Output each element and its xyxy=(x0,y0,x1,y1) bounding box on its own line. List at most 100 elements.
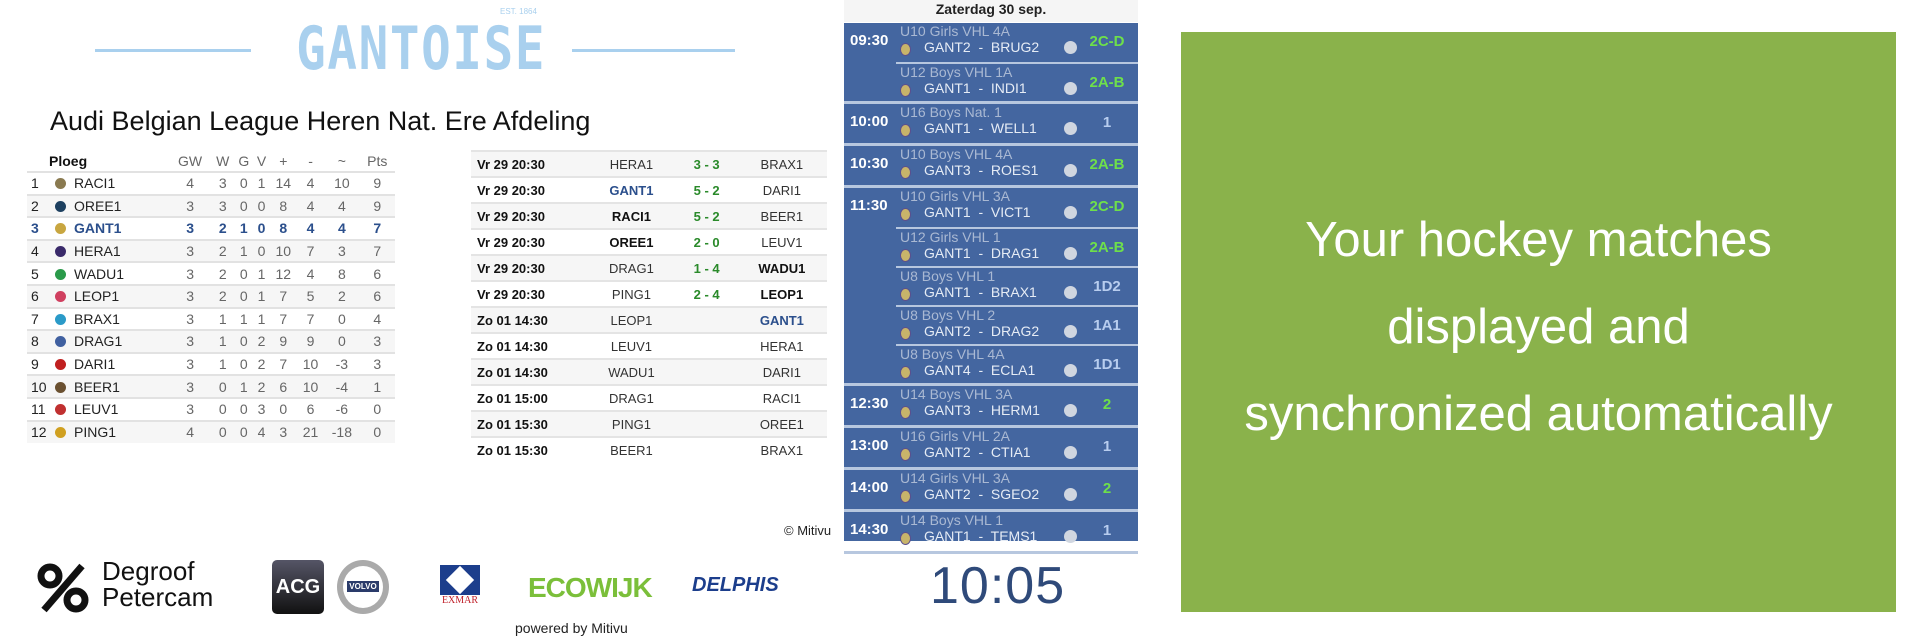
club-logo-est: EST. 1864 xyxy=(500,7,537,16)
standings-row: 4 HERA1 3 2 1 0 10 7 3 7 xyxy=(27,238,395,263)
time-group: 09:30 U10 Girls VHL 4A GANT2 - BRUG2 2C-D U1… xyxy=(844,23,1138,104)
home-team: RACI1 xyxy=(586,202,677,229)
field: 1 xyxy=(1102,114,1112,131)
teams: GANT1 - WELL1 xyxy=(924,120,1037,136)
rank: 12 xyxy=(27,419,49,444)
teams: GANT4 - ECLA1 xyxy=(924,362,1036,378)
team-name: BEER1 xyxy=(74,378,120,395)
score xyxy=(676,306,737,333)
rank: 8 xyxy=(27,329,49,353)
match-row: U8 Boys VHL 4A GANT4 - ECLA1 1D1 xyxy=(896,344,1138,383)
time-slot: 14:30 xyxy=(850,521,889,538)
category: U8 Boys VHL 4A xyxy=(900,346,1005,362)
home-team: GANT1 xyxy=(924,120,971,136)
match-row: U10 Girls VHL 4A GANT2 - BRUG2 2C-D xyxy=(896,23,1138,62)
match-date: Zo 01 14:30 xyxy=(471,306,587,333)
category: U10 Boys VHL 4A xyxy=(900,146,1013,162)
match-date: Vr 29 20:30 xyxy=(471,228,587,255)
match-date: Vr 29 20:30 xyxy=(471,150,587,177)
standings-row: 3 GANT1 3 2 1 0 8 4 4 7 xyxy=(27,216,395,240)
home-team: BEER1 xyxy=(586,436,677,463)
team-crest-icon xyxy=(55,246,66,258)
stat-cell: 3 xyxy=(359,351,395,376)
result-row: Zo 01 15:30 PING1 OREE1 xyxy=(471,410,827,437)
away-team: WELL1 xyxy=(990,120,1037,136)
stat-cell: 0 xyxy=(234,329,254,353)
category: U10 Girls VHL 4A xyxy=(900,23,1010,39)
time-group: 14:30 U14 Boys VHL 1 GANT1 - TEMS1 1 xyxy=(844,512,1138,554)
stat-cell: 4 xyxy=(324,193,360,218)
match-date: Zo 01 15:00 xyxy=(471,384,587,411)
away-team: BRAX1 xyxy=(990,284,1037,300)
stat-cell: 1 xyxy=(253,283,270,308)
rank: 1 xyxy=(27,171,49,195)
stat-cell: 0 xyxy=(324,306,360,331)
stat-cell: 0 xyxy=(253,238,270,263)
team: PING1 xyxy=(49,419,169,444)
field: 1A1 xyxy=(1093,317,1121,334)
score: 5 - 2 xyxy=(676,176,737,203)
gantoise-crest-icon xyxy=(900,43,911,56)
away-team: DRAG1 xyxy=(990,245,1040,261)
gantoise-crest-icon xyxy=(900,448,911,461)
away-team: OREE1 xyxy=(736,410,827,437)
away-team: BRUG2 xyxy=(990,39,1040,55)
stat-cell: -6 xyxy=(324,396,360,421)
stat-cell: 4 xyxy=(169,419,212,444)
home-team: GANT2 xyxy=(924,444,971,460)
stat-cell: 2 xyxy=(211,283,235,308)
stat-cell: 6 xyxy=(269,374,297,398)
clock: 10:05 xyxy=(930,557,1066,615)
stat-cell: 2 xyxy=(211,261,235,285)
standings-row: 5 WADU1 3 2 0 1 12 4 8 6 xyxy=(27,261,395,285)
team-crest-icon xyxy=(55,313,66,325)
stat-cell: 0 xyxy=(211,374,235,398)
score xyxy=(676,358,737,385)
home-team: WADU1 xyxy=(586,358,677,385)
score: 3 - 3 xyxy=(676,150,737,177)
field: 2 xyxy=(1102,480,1112,497)
time-slot: 11:30 xyxy=(850,197,888,214)
stat-cell: 2 xyxy=(211,238,235,263)
away-team: VICT1 xyxy=(990,204,1031,220)
opponent-crest-icon xyxy=(1064,122,1077,135)
field: 1D2 xyxy=(1093,278,1121,295)
stat-cell: 0 xyxy=(234,193,254,218)
stat-cell: 1 xyxy=(211,329,235,353)
team-name: OREE1 xyxy=(74,197,122,214)
away-team: CTIA1 xyxy=(990,444,1031,460)
stat-cell: 1 xyxy=(253,306,270,331)
stat-cell: 6 xyxy=(296,396,325,421)
team: GANT1 xyxy=(49,216,169,240)
stat-cell: 1 xyxy=(234,216,254,240)
home-team: GANT2 xyxy=(924,323,971,339)
promo-line: synchronized automatically xyxy=(1244,387,1833,441)
home-team: PING1 xyxy=(586,410,677,437)
copyright: © Mitivu xyxy=(784,523,832,538)
match-row: U12 Boys VHL 1A GANT1 - INDI1 2A-B xyxy=(896,62,1138,101)
stat-cell: 1 xyxy=(359,374,395,398)
rank: 2 xyxy=(27,193,49,218)
team: OREE1 xyxy=(49,193,169,218)
stat-cell: 3 xyxy=(169,329,212,353)
match-row: U12 Girls VHL 1 GANT1 - DRAG1 2A-B xyxy=(896,227,1138,266)
stat-cell: 0 xyxy=(324,329,360,353)
team-name: HERA1 xyxy=(74,243,121,260)
home-team: GANT1 xyxy=(924,204,971,220)
stat-cell: 7 xyxy=(359,216,395,240)
field: 2C-D xyxy=(1089,33,1125,50)
away-team: SGEO2 xyxy=(990,486,1040,502)
home-team: DRAG1 xyxy=(586,384,677,411)
acg-logo: ACG xyxy=(272,560,324,614)
result-row: Zo 01 15:30 BEER1 BRAX1 xyxy=(471,436,827,463)
time-group: 10:30 U10 Boys VHL 4A GANT3 - ROES1 2A-B xyxy=(844,146,1138,188)
stat-cell: 3 xyxy=(169,283,212,308)
home-team: GANT2 xyxy=(924,486,971,502)
stat-cell: 3 xyxy=(253,396,270,421)
teams: GANT2 - SGEO2 xyxy=(924,486,1040,502)
team-name: PING1 xyxy=(74,424,117,441)
exmar-logo: EXMAR xyxy=(440,565,480,615)
opponent-crest-icon xyxy=(1064,41,1077,54)
opponent-crest-icon xyxy=(1064,364,1077,377)
field: 2 xyxy=(1102,396,1112,413)
